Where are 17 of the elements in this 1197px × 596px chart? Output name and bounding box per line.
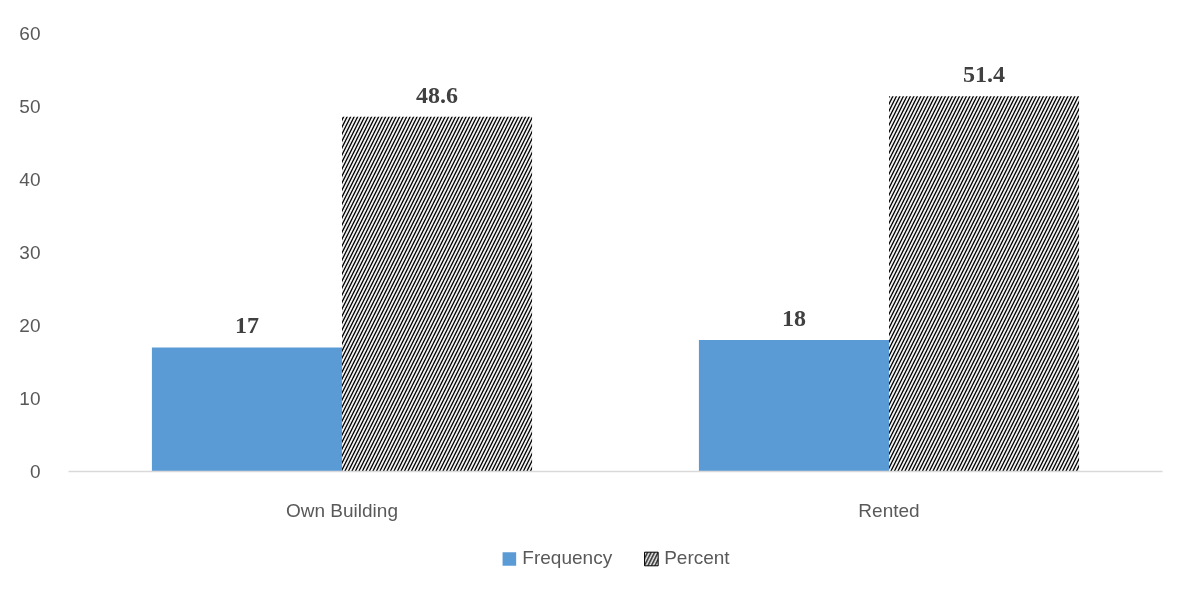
data-label: 51.4 [963,61,1006,88]
y-tick-label: 60 [19,23,41,44]
x-tick-label: Own Building [286,499,398,521]
data-label: 17 [234,312,259,339]
y-tick-label: 20 [19,315,41,336]
bar [151,347,342,472]
legend-label: Frequency [522,547,613,569]
y-tick-label: 0 [29,461,41,482]
y-tick-label: 50 [19,96,41,117]
y-tick-label: 30 [19,242,41,263]
y-tick-label: 40 [19,169,41,190]
data-label: 48.6 [416,81,459,108]
legend-label: Percent [664,547,730,569]
data-label: 18 [781,305,806,332]
y-tick-label: 10 [19,388,41,409]
x-tick-label: Rented [858,499,920,521]
bar [698,340,889,472]
